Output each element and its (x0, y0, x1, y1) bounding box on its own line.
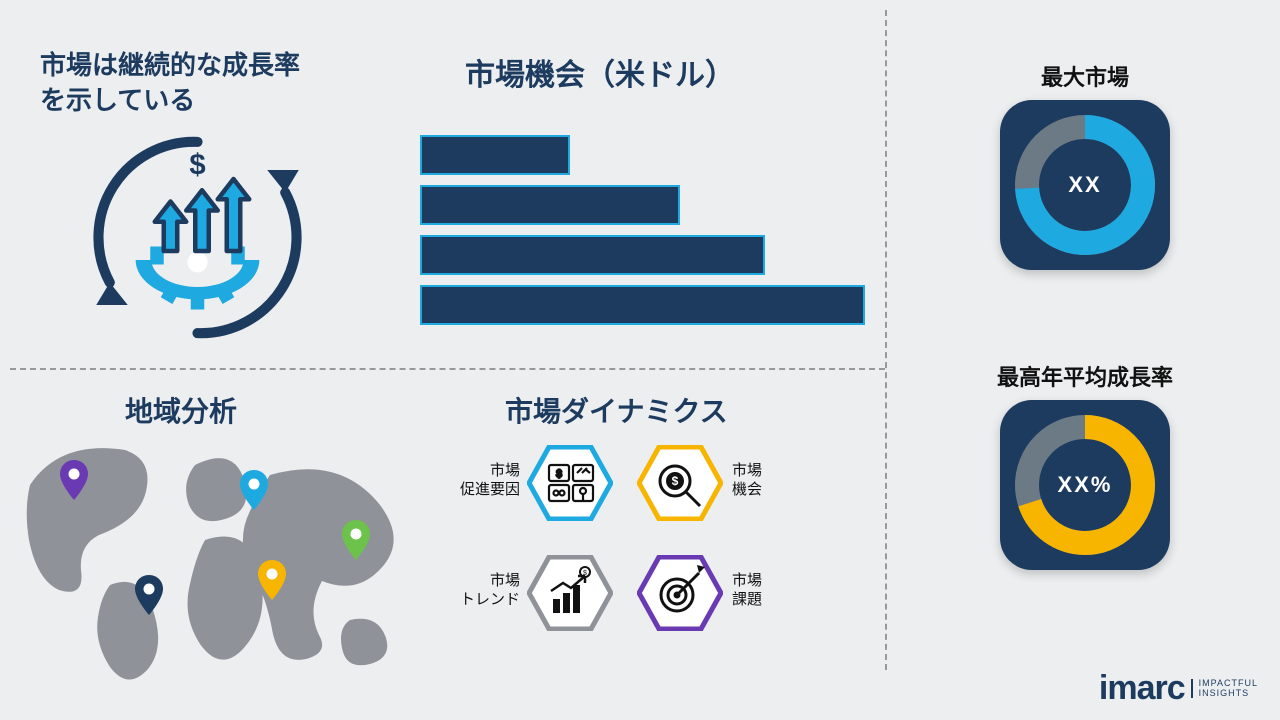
dyn-label-3: 市場 トレンド (450, 572, 520, 610)
dyn-label-2: 市場 機会 (732, 462, 762, 500)
svg-text:$: $ (556, 469, 562, 480)
map-pin-2 (135, 575, 163, 615)
dynamics-title: 市場ダイナミクス (505, 390, 728, 430)
card2-tile: XX% (1000, 400, 1170, 570)
bar-2 (420, 185, 680, 225)
bar-3 (420, 235, 765, 275)
dyn-label-4: 市場 課題 (732, 572, 762, 610)
hex-challenge (637, 555, 723, 631)
growth-heading: 市場は継続的な成長率 を示している (40, 48, 300, 118)
map-pin-5 (342, 520, 370, 560)
hex-opportunity: $ (637, 445, 723, 521)
bar-1 (420, 135, 570, 175)
hex-trend: $ (527, 555, 613, 631)
svg-text:$: $ (672, 474, 679, 488)
card1-tile: XX (1000, 100, 1170, 270)
map-pin-3 (240, 470, 268, 510)
map-pin-4 (258, 560, 286, 600)
barchart-title: 市場機会（米ドル） (465, 50, 735, 94)
map-pin-1 (60, 460, 88, 500)
region-title: 地域分析 (125, 390, 237, 430)
infographic-canvas: 市場は継続的な成長率 を示している $ 市場機会（米ドル） 最大市場 (0, 0, 1280, 720)
hex-drivers: $ (527, 445, 613, 521)
bar-4 (420, 285, 865, 325)
brand-logo: imarc IMPACTFUL INSIGHTS (1099, 669, 1258, 708)
card1-value: XX (1000, 172, 1170, 198)
horizontal-divider (10, 368, 885, 370)
svg-text:$: $ (583, 570, 587, 577)
logo-text: imarc (1099, 669, 1185, 708)
svg-text:$: $ (189, 150, 205, 182)
card2-value: XX% (1000, 472, 1170, 498)
growth-icon: $ (85, 125, 310, 350)
logo-tagline: IMPACTFUL INSIGHTS (1191, 679, 1258, 699)
card2-title: 最高年平均成長率 (900, 360, 1270, 392)
vertical-divider (885, 10, 887, 670)
card1-title: 最大市場 (900, 60, 1270, 92)
dyn-label-1: 市場 促進要因 (450, 462, 520, 500)
